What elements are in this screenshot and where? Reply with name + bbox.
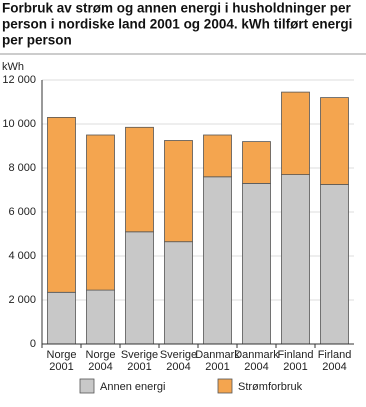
y-tick-label: 6 000: [8, 206, 36, 218]
x-tick-label: 2004: [322, 361, 346, 373]
bar-segment: [86, 289, 115, 345]
bar-segment: [281, 174, 310, 345]
y-tick-label: 12 000: [2, 74, 36, 86]
x-tick-label: 2001: [127, 361, 151, 373]
legend-swatch: [217, 378, 233, 394]
x-tick-label: Firland: [318, 349, 352, 361]
x-tick-label: 2001: [283, 361, 307, 373]
x-tick-label: 2004: [166, 361, 190, 373]
chart-title: Forbruk av strøm og annen energi i husho…: [2, 1, 352, 16]
chart-title: per person: [2, 33, 72, 48]
x-tick-label: 2001: [205, 361, 229, 373]
y-tick-label: 2 000: [8, 294, 36, 306]
x-tick-label: Norge: [47, 349, 77, 361]
x-tick-label: Sverige: [160, 349, 197, 361]
bar-segment: [86, 134, 115, 291]
x-tick-label: 2004: [244, 361, 268, 373]
bar-segment: [125, 126, 154, 233]
x-tick-label: 2004: [88, 361, 112, 373]
bar-segment: [320, 97, 349, 185]
y-axis-label: kWh: [2, 61, 24, 73]
bar-segment: [320, 184, 349, 345]
y-tick-label: 8 000: [8, 162, 36, 174]
bar-segment: [203, 134, 232, 178]
bar-segment: [47, 291, 76, 345]
x-tick-label: Finland: [277, 349, 313, 361]
x-tick-label: Sverige: [121, 349, 158, 361]
bar-segment: [125, 231, 154, 345]
x-tick-label: 2001: [49, 361, 73, 373]
bar-segment: [164, 241, 193, 345]
chart-title: person i nordiske land 2001 og 2004. kWh…: [2, 17, 352, 32]
y-tick-label: 10 000: [2, 118, 36, 130]
legend-label: Strømforbruk: [238, 381, 303, 393]
bar-segment: [164, 140, 193, 243]
bar-segment: [242, 141, 271, 184]
legend-swatch: [79, 378, 95, 394]
y-tick-label: 0: [30, 338, 36, 350]
x-tick-label: Norge: [86, 349, 116, 361]
bar-segment: [281, 91, 310, 175]
x-tick-label: Danmark: [195, 349, 240, 361]
y-tick-label: 4 000: [8, 250, 36, 262]
bar-segment: [47, 117, 76, 293]
x-tick-label: Danmark: [234, 349, 279, 361]
bar-segment: [203, 176, 232, 345]
bar-segment: [242, 182, 271, 345]
legend-label: Annen energi: [100, 381, 165, 393]
